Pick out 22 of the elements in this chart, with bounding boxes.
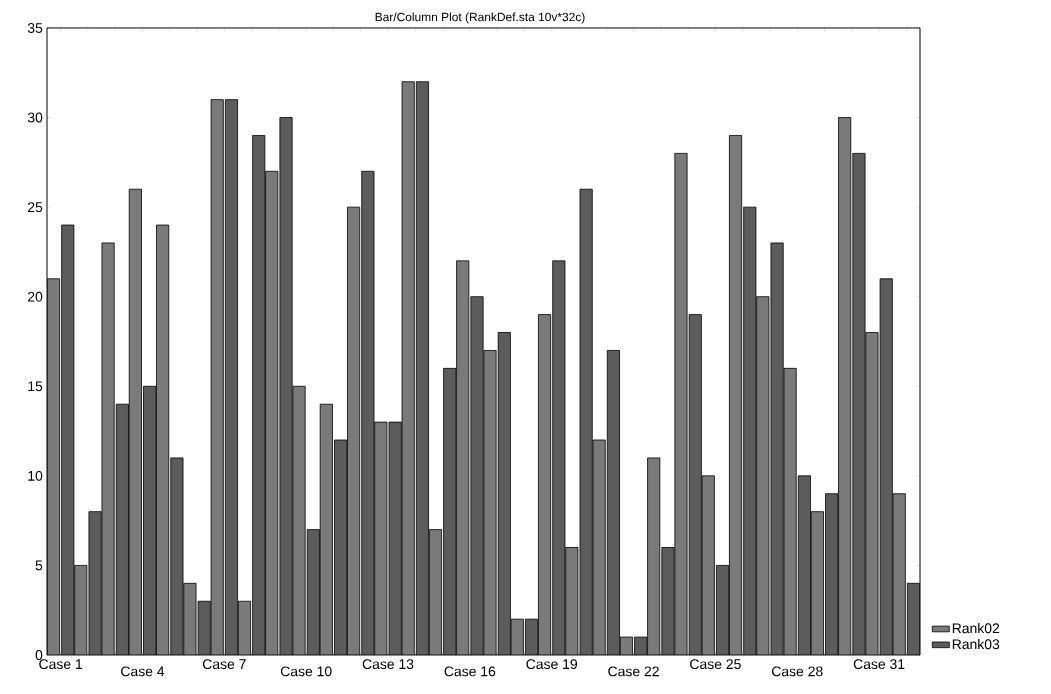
x-tick-label: Case 13 — [362, 659, 414, 670]
y-tick-label: 0 — [35, 650, 43, 660]
x-tick-label: Case 22 — [608, 666, 659, 677]
x-tick-label: Case 28 — [771, 666, 823, 677]
x-tick-label: Case 7 — [202, 659, 246, 670]
y-tick-label: 10 — [28, 470, 43, 481]
x-tick-label: Case 25 — [690, 659, 741, 670]
x-tick-label: Case 10 — [280, 666, 332, 677]
chart-title: Bar/Column Plot (RankDef.sta 10v*32c) — [375, 12, 585, 24]
y-tick-label: 15 — [28, 381, 43, 392]
x-tick-label: Case 16 — [444, 666, 496, 677]
y-tick-label: 35 — [27, 23, 43, 33]
x-tick-label: Case 31 — [853, 659, 905, 670]
y-tick-label: 20 — [28, 291, 43, 302]
legend-label: Rank02 — [952, 623, 1000, 634]
x-tick-label: Case 4 — [121, 666, 165, 677]
legend-label: Rank03 — [952, 638, 1000, 650]
x-tick-label: Case 1 — [39, 659, 83, 670]
y-tick-label: 30 — [27, 112, 43, 123]
y-tick-label: 25 — [28, 202, 43, 213]
x-tick-label: Case 19 — [526, 659, 577, 670]
y-tick-label: 5 — [35, 560, 43, 571]
